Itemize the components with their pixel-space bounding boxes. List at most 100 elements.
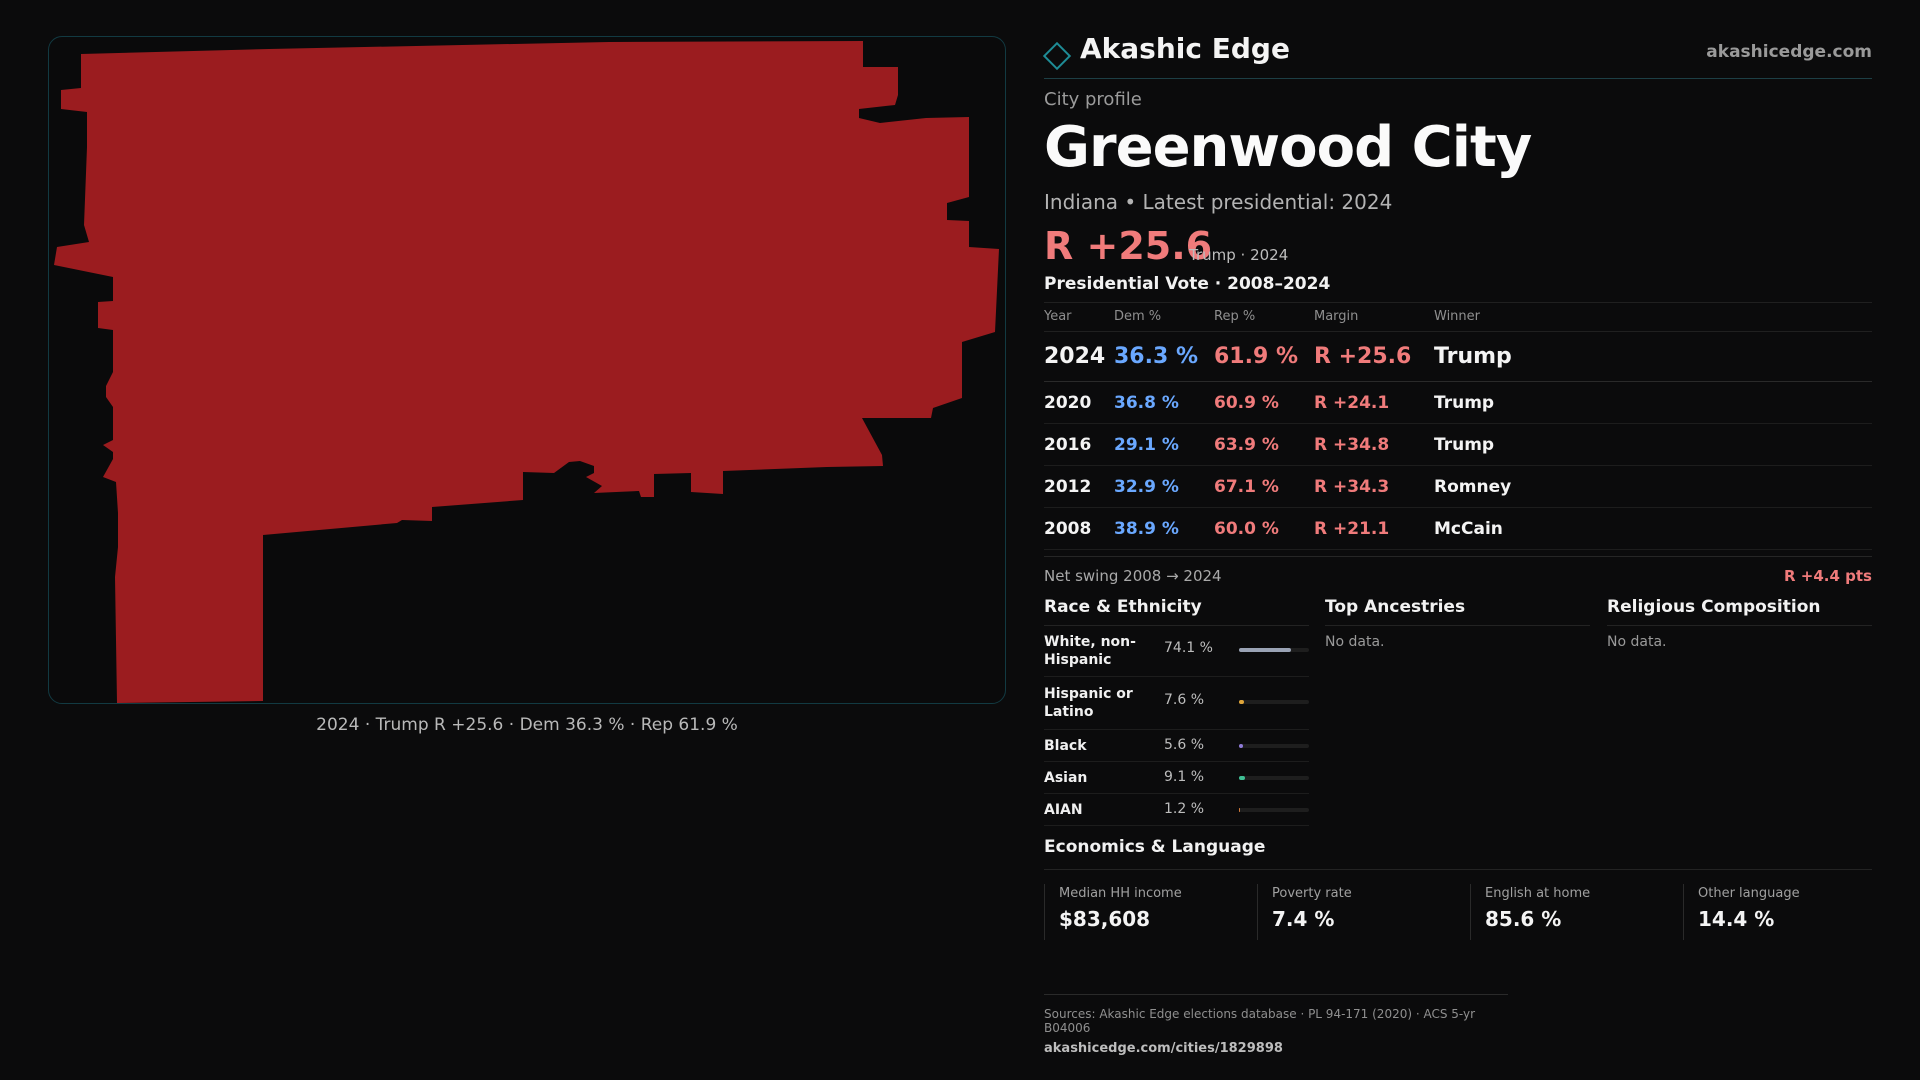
net-swing-value: R +4.4 pts [1784,567,1872,585]
brand-header: Akashic Edge akashicedge.com [1042,30,1872,79]
race-row-hispanic: Hispanic or Latino 7.6 % [1044,677,1309,730]
stat-label: English at home [1485,886,1591,901]
map-caption: 2024 · Trump R +25.6 · Dem 36.3 % · Rep … [316,715,738,735]
economics-stats: Median HH income $83,608 Poverty rate 7.… [1044,884,1872,944]
headline-margin-value: R +25.6 [1044,224,1213,268]
cell-winner: Trump [1434,381,1872,424]
stat-value: 85.6 % [1485,907,1562,931]
race-pct: 7.6 % [1164,692,1205,708]
race-bar-fill [1239,744,1243,748]
col-header-margin: Margin [1314,302,1434,332]
stat-label: Other language [1698,886,1800,901]
race-section-title: Race & Ethnicity [1044,597,1309,626]
religion-section: Religious Composition No data. [1607,597,1872,650]
race-pct: 1.2 % [1164,801,1205,817]
cell-rep: 67.1 % [1214,465,1314,508]
cell-dem: 36.3 % [1114,331,1214,382]
race-row-aian: AIAN 1.2 % [1044,794,1309,826]
stat-median-income: Median HH income $83,608 [1044,884,1182,940]
table-row: 2016 29.1 % 63.9 % R +34.8 Trump [1044,423,1872,466]
table-row: 2012 32.9 % 67.1 % R +34.3 Romney [1044,465,1872,508]
stat-value: 7.4 % [1272,907,1335,931]
cell-rep: 61.9 % [1214,331,1314,382]
col-header-winner: Winner [1434,302,1872,332]
brand-site-link[interactable]: akashicedge.com [1706,42,1872,62]
economics-section-title: Economics & Language [1044,837,1872,870]
cell-rep: 60.9 % [1214,381,1314,424]
cell-year: 2012 [1044,465,1114,508]
cell-dem: 36.8 % [1114,381,1214,424]
net-swing-row: Net swing 2008 → 2024 R +4.4 pts [1044,556,1872,587]
race-bar-fill [1239,648,1291,652]
race-bar-track [1239,776,1309,780]
col-header-year: Year [1044,302,1114,332]
race-bar-fill [1239,808,1241,812]
city-boundary-polygon [54,41,999,703]
page-title: Greenwood City [1044,115,1532,180]
race-label: Black [1044,738,1087,754]
religion-section-title: Religious Composition [1607,597,1872,626]
race-bar-fill [1239,776,1246,780]
race-bar-track [1239,808,1309,812]
profile-kicker: City profile [1044,89,1142,110]
city-boundary-shape-svg [54,41,999,703]
headline-margin-note: Trump · 2024 [1189,246,1289,264]
race-bar-track [1239,648,1309,652]
cell-margin: R +24.1 [1314,381,1434,424]
stat-english-at-home: English at home 85.6 % [1470,884,1590,940]
cell-year: 2020 [1044,381,1114,424]
race-row-asian: Asian 9.1 % [1044,762,1309,794]
stat-value: 14.4 % [1698,907,1775,931]
sources-text: Sources: Akashic Edge elections database… [1044,1007,1476,1035]
brand-name: Akashic Edge [1080,32,1290,65]
diamond-logo-icon [1042,41,1072,71]
race-row-black: Black 5.6 % [1044,730,1309,762]
stat-label: Median HH income [1059,886,1182,901]
cell-winner: McCain [1434,507,1872,550]
col-header-dem: Dem % [1114,302,1214,332]
cell-dem: 32.9 % [1114,465,1214,508]
table-row: 2020 36.8 % 60.9 % R +24.1 Trump [1044,381,1872,424]
cell-margin: R +25.6 [1314,331,1434,382]
cell-winner: Trump [1434,331,1872,382]
race-label: Hispanic or Latino [1044,686,1133,720]
stat-poverty-rate: Poverty rate 7.4 % [1257,884,1352,940]
cell-margin: R +34.8 [1314,423,1434,466]
stat-value: $83,608 [1059,907,1151,931]
cell-dem: 38.9 % [1114,507,1214,550]
race-pct: 74.1 % [1164,640,1213,656]
race-label: White, non-Hispanic [1044,634,1136,668]
sources-footer: Sources: Akashic Edge elections database… [1044,994,1508,1056]
stat-label: Poverty rate [1272,886,1352,901]
cell-rep: 63.9 % [1214,423,1314,466]
col-header-rep: Rep % [1214,302,1314,332]
cell-year: 2008 [1044,507,1114,550]
headline-margin: R +25.6 Trump · 2024 [1044,224,1872,270]
cell-margin: R +21.1 [1314,507,1434,550]
net-swing-label: Net swing 2008 → 2024 [1044,567,1222,585]
race-row-white: White, non-Hispanic 74.1 % [1044,626,1309,677]
race-ethnicity-section: Race & Ethnicity White, non-Hispanic 74.… [1044,597,1309,826]
profile-subline: Indiana • Latest presidential: 2024 [1044,190,1393,214]
page-url-link[interactable]: akashicedge.com/cities/1829898 [1044,1041,1283,1056]
cell-winner: Trump [1434,423,1872,466]
race-label: AIAN [1044,802,1083,818]
vote-table: Year Dem % Rep % Margin Winner 2024 36.3… [1044,302,1872,550]
vote-section-title: Presidential Vote · 2008–2024 [1044,274,1331,294]
cell-dem: 29.1 % [1114,423,1214,466]
ancestries-empty-text: No data. [1325,634,1385,650]
race-bar-track [1239,700,1309,704]
ancestries-section: Top Ancestries No data. [1325,597,1590,650]
race-bar-fill [1239,700,1245,704]
race-label: Asian [1044,770,1088,786]
cell-year: 2024 [1044,331,1114,382]
cell-rep: 60.0 % [1214,507,1314,550]
stat-other-language: Other language 14.4 % [1683,884,1800,940]
race-pct: 9.1 % [1164,769,1205,785]
city-boundary-map[interactable] [48,36,1006,704]
race-pct: 5.6 % [1164,737,1205,753]
race-bar-track [1239,744,1309,748]
city-profile-panel: Akashic Edge akashicedge.com City profil… [1042,30,1872,944]
vote-table-header: Year Dem % Rep % Margin Winner [1044,302,1872,332]
religion-empty-text: No data. [1607,634,1667,650]
